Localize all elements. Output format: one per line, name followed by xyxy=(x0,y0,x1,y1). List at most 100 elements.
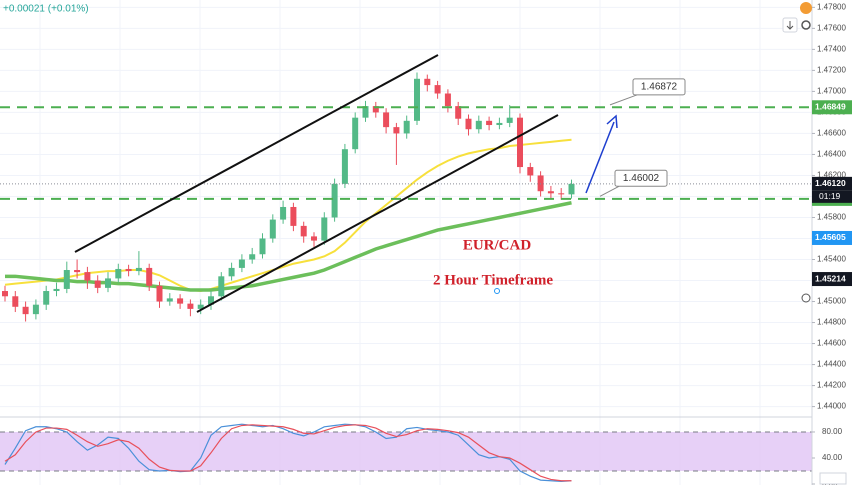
level-badge xyxy=(812,100,852,115)
y-tick-label: 1.46400 xyxy=(817,150,846,159)
indicator-tick-label: 80.00 xyxy=(822,427,843,436)
candle-body xyxy=(506,117,513,123)
candle-body xyxy=(197,304,204,309)
candle-body xyxy=(43,291,50,305)
candle-body xyxy=(568,183,575,195)
candle-body xyxy=(228,267,235,277)
candle-body xyxy=(218,276,225,297)
price-change: +0.00021 (+0.01%) xyxy=(3,4,89,15)
candle-body xyxy=(63,270,70,289)
candle-body xyxy=(146,267,153,286)
arrow-head xyxy=(606,114,618,129)
price-label: 1.45214 xyxy=(815,273,846,283)
candle-body xyxy=(32,304,39,315)
y-tick-label: 1.47200 xyxy=(817,66,846,75)
y-tick-label: 1.45000 xyxy=(817,297,846,306)
chart-subtitle: 2 Hour Timeframe xyxy=(433,272,553,288)
candle-body xyxy=(424,78,431,86)
callout-pointer xyxy=(599,185,620,197)
candle-body xyxy=(84,272,91,281)
candle-body xyxy=(414,78,420,121)
y-tick-label: 1.44600 xyxy=(817,339,846,348)
candle-body xyxy=(290,206,297,226)
candle-body xyxy=(486,120,493,126)
callout-layer: 1.46872 1.46002 xyxy=(599,78,686,197)
y-tick-label: 1.47800 xyxy=(817,2,846,11)
candle-body xyxy=(372,106,379,113)
candle-body xyxy=(321,217,328,241)
y-tick-label: 1.45800 xyxy=(817,213,846,222)
candle-body xyxy=(12,296,19,307)
level-label: 1.46849 xyxy=(815,102,846,112)
grid-layer xyxy=(0,0,812,485)
candle-body xyxy=(537,175,544,192)
candle-body xyxy=(269,219,276,239)
candle-body xyxy=(393,127,400,134)
candle-body xyxy=(300,225,307,237)
callout-box xyxy=(632,78,686,96)
countdown: 01:19 xyxy=(819,191,841,201)
candle-body xyxy=(135,267,142,272)
callout-box xyxy=(614,169,668,187)
price-badge xyxy=(812,176,852,191)
candle-body xyxy=(125,268,132,272)
candle-body xyxy=(331,183,338,218)
y-tick-label: 1.44400 xyxy=(817,360,846,369)
candle-body xyxy=(527,167,534,176)
y-tick-label: 1.44000 xyxy=(817,402,846,411)
y-tick-label: 1.44800 xyxy=(817,318,846,327)
candle-body xyxy=(115,268,122,279)
candle-body xyxy=(475,120,482,130)
candle-body xyxy=(496,122,503,126)
callout-label: 1.46002 xyxy=(623,173,660,184)
candle-body xyxy=(74,270,81,273)
callout-label: 1.46872 xyxy=(641,81,678,92)
candle-body xyxy=(558,193,565,195)
candle-body xyxy=(341,149,348,184)
candle-body xyxy=(2,291,8,297)
crosshair-icon[interactable] xyxy=(801,293,811,303)
pane-button[interactable] xyxy=(819,472,847,485)
y-tick-label: 1.47000 xyxy=(817,87,846,96)
alert-icon[interactable] xyxy=(800,2,812,14)
candle-body xyxy=(465,118,472,130)
indicator-line xyxy=(4,423,572,483)
trend-line xyxy=(196,114,559,313)
y-tick-label: 1.44200 xyxy=(817,381,846,390)
candle-body xyxy=(53,288,60,292)
candle-body xyxy=(249,254,256,260)
candle-body xyxy=(238,259,245,268)
price-label: 1.46120 xyxy=(815,178,846,188)
indicator-line xyxy=(4,424,572,482)
candle-body xyxy=(22,306,29,315)
level-layer xyxy=(0,106,812,200)
candle-body xyxy=(403,120,410,134)
candle-body xyxy=(352,117,359,150)
arrow xyxy=(585,121,615,194)
marker xyxy=(494,288,500,294)
countdown-badge xyxy=(812,190,852,203)
y-tick-label: 1.45400 xyxy=(817,255,846,264)
price-badge xyxy=(812,230,852,245)
candle-body xyxy=(455,106,462,119)
indicator-band-layer xyxy=(0,431,812,472)
candle-body xyxy=(547,191,554,194)
candle-layer xyxy=(2,72,575,322)
callout-pointer xyxy=(609,94,638,106)
moving-average xyxy=(4,138,572,293)
candle-body xyxy=(434,85,441,94)
candle-body xyxy=(177,298,184,304)
scroll-icon xyxy=(786,21,794,30)
candle-body xyxy=(280,206,287,220)
candle-body xyxy=(166,298,173,302)
y-tick-label: 1.47600 xyxy=(817,23,846,32)
candle-body xyxy=(187,303,194,309)
candle-body xyxy=(259,238,266,255)
candle-body xyxy=(156,285,163,302)
settings-icon[interactable] xyxy=(801,20,811,30)
price-label: 1.45605 xyxy=(815,232,846,242)
axis-labels: 1.47800 1.47600 1.47400 1.47200 1.47000 1.468… xyxy=(812,2,852,485)
candle-body xyxy=(362,106,369,118)
indicator-tick-label: 40.00 xyxy=(822,453,843,462)
